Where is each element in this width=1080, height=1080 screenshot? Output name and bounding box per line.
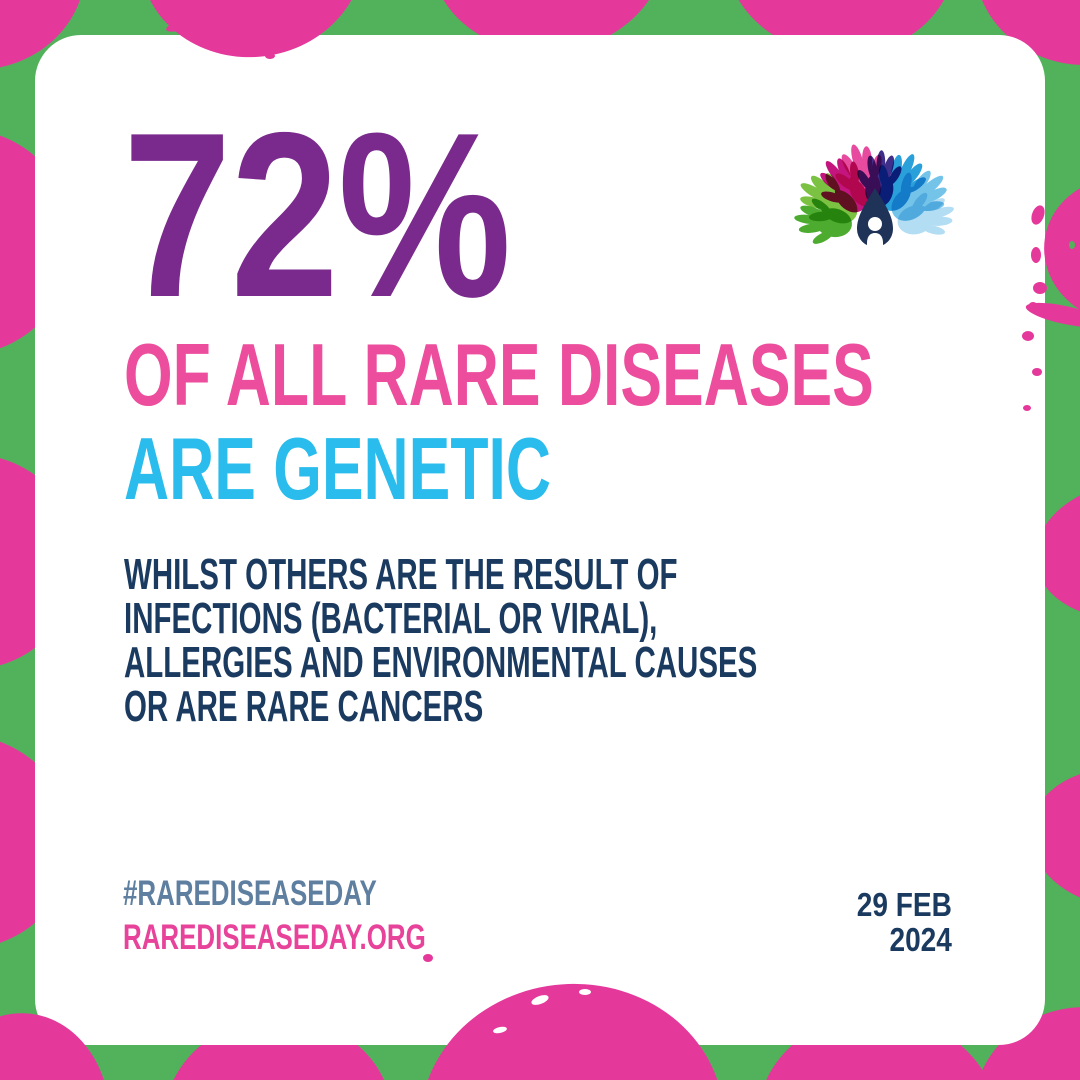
body-line: WHILST OTHERS ARE THE RESULT OF (124, 550, 678, 599)
card: 72% OF ALL RARE DISEASES ARE GENETIC WHI… (35, 35, 1045, 1045)
hashtag: #RAREDISEASEDAY (123, 874, 377, 913)
stat-percentage: 72% (123, 83, 511, 346)
rare-disease-day-logo (787, 138, 957, 265)
body-line: INFECTIONS (BACTERIAL OR VIRAL), (124, 594, 658, 643)
body-line: ALLERGIES AND ENVIRONMENTAL CAUSES (124, 638, 758, 687)
body-text: WHILST OTHERS ARE THE RESULT OF INFECTIO… (124, 553, 757, 729)
headline-line-1: OF ALL RARE DISEASES (124, 325, 874, 424)
event-date-year: 2024 (889, 921, 952, 958)
headline-line-2: ARE GENETIC (124, 419, 551, 518)
website-url: RAREDISEASEDAY.ORG (123, 918, 426, 957)
event-date-day: 29 FEB (856, 886, 952, 923)
event-date: 29 FEB 2024 (857, 887, 952, 957)
body-line: OR ARE RARE CANCERS (124, 682, 484, 731)
